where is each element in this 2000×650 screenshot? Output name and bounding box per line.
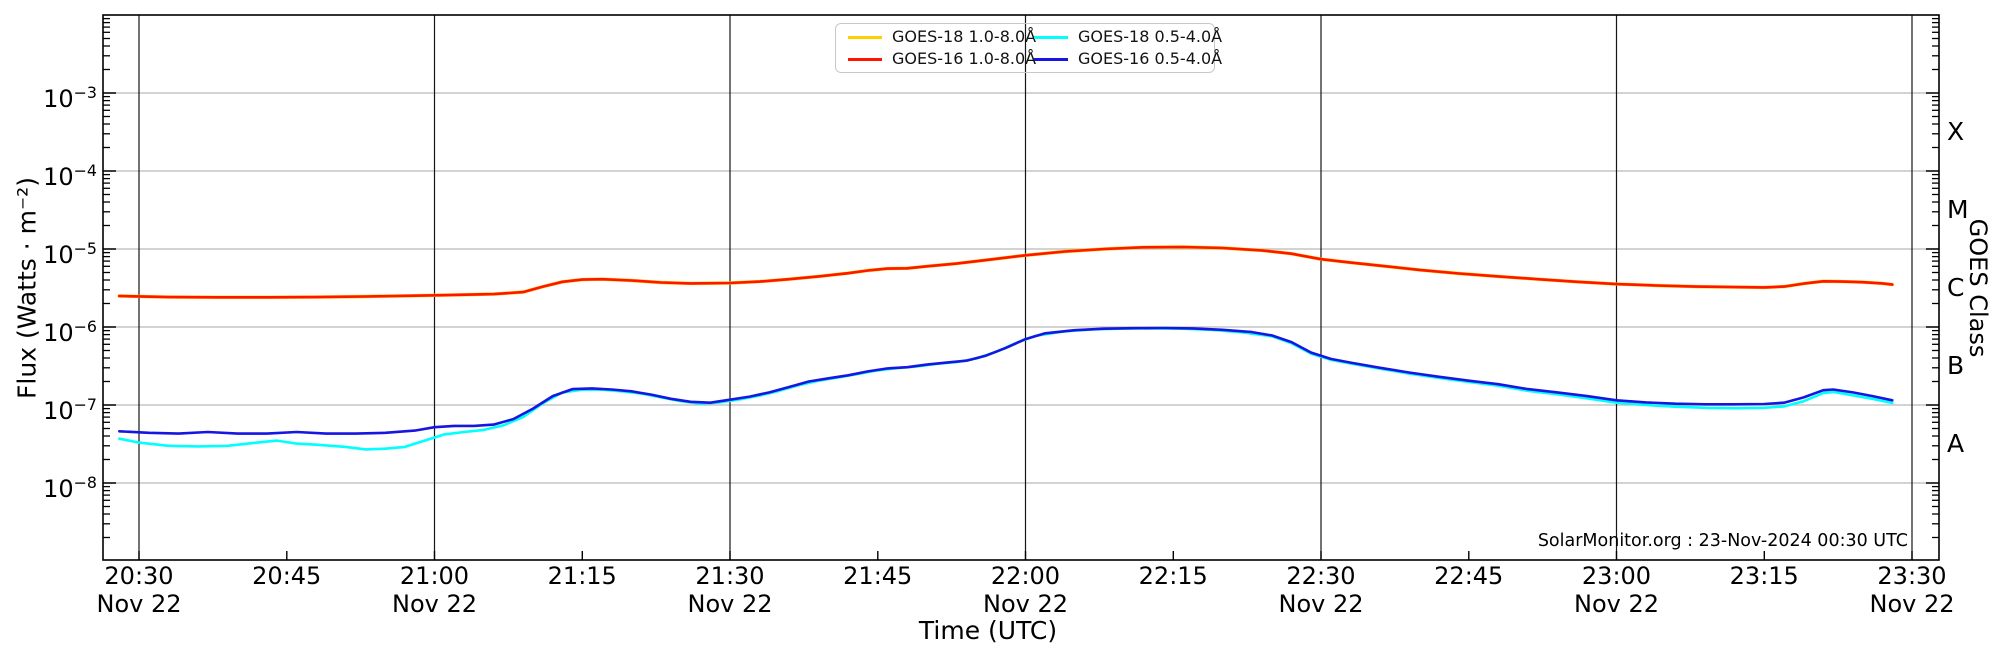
y-tick-label: 10−8 bbox=[43, 473, 97, 503]
x-axis-label: Time (UTC) bbox=[918, 616, 1058, 645]
plot-border bbox=[102, 14, 1940, 561]
x-tick-label: 21:00 bbox=[399, 562, 470, 590]
x-tick-label: 22:00 bbox=[990, 562, 1061, 590]
legend-swatch bbox=[1034, 58, 1068, 61]
legend-label: GOES-16 1.0-8.0Å bbox=[892, 49, 1037, 68]
x-tick-label: 21:15 bbox=[547, 562, 617, 590]
y-tick-label: 10−3 bbox=[43, 83, 97, 113]
series-line-goes16-long bbox=[118, 245, 1894, 299]
goes-class-label: C bbox=[1947, 273, 1965, 302]
series-line-goes18-long bbox=[117, 245, 1895, 299]
x-tick-label: 20:30 bbox=[104, 562, 174, 590]
legend-label: GOES-18 1.0-8.0Å bbox=[892, 27, 1037, 46]
x-tick-label: 22:45 bbox=[1434, 562, 1504, 590]
x-tick-label: 21:30 bbox=[695, 562, 765, 590]
y-axis-label: Flux (Watts · m⁻²) bbox=[12, 177, 42, 399]
goes-class-label: M bbox=[1947, 195, 1969, 224]
x-tick-sub-label: Nov 22 bbox=[96, 590, 182, 618]
x-tick-label: 23:30 bbox=[1877, 562, 1947, 590]
y-tick-label: 10−4 bbox=[43, 161, 97, 191]
x-tick-sub-label: Nov 22 bbox=[391, 590, 477, 618]
y-tick-label: 10−5 bbox=[43, 239, 97, 269]
goes-class-label: A bbox=[1947, 429, 1965, 458]
legend-box: GOES-18 1.0-8.0Å GOES-16 1.0-8.0Å GOES-18 … bbox=[835, 23, 1222, 73]
legend-label: GOES-18 0.5-4.0Å bbox=[1078, 27, 1223, 46]
x-tick-label: 23:15 bbox=[1729, 562, 1799, 590]
legend-swatch bbox=[848, 36, 882, 39]
x-tick-sub-label: Nov 22 bbox=[982, 590, 1068, 618]
x-tick-label: 22:15 bbox=[1138, 562, 1208, 590]
legend-label: GOES-16 0.5-4.0Å bbox=[1078, 49, 1223, 68]
legend-swatch bbox=[848, 58, 882, 61]
series-line-goes16-short bbox=[118, 326, 1894, 435]
y-tick-label: 10−7 bbox=[43, 395, 97, 425]
legend-swatch bbox=[1034, 36, 1068, 39]
x-tick-label: 22:30 bbox=[1286, 562, 1356, 590]
x-tick-sub-label: Nov 22 bbox=[1869, 590, 1955, 618]
x-tick-label: 23:00 bbox=[1581, 562, 1652, 590]
x-tick-label: 21:45 bbox=[843, 562, 913, 590]
y-tick-label: 10−6 bbox=[43, 317, 97, 347]
goes-class-label: X bbox=[1947, 117, 1965, 146]
x-tick-sub-label: Nov 22 bbox=[1573, 590, 1659, 618]
x-tick-sub-label: Nov 22 bbox=[687, 590, 773, 618]
right-axis-label: GOES Class bbox=[1964, 218, 1992, 358]
goes-class-label: B bbox=[1947, 351, 1965, 380]
x-tick-label: 20:45 bbox=[252, 562, 322, 590]
source-annotation: SolarMonitor.org : 23-Nov-2024 00:30 UTC bbox=[1537, 531, 1908, 551]
x-tick-sub-label: Nov 22 bbox=[1278, 590, 1364, 618]
